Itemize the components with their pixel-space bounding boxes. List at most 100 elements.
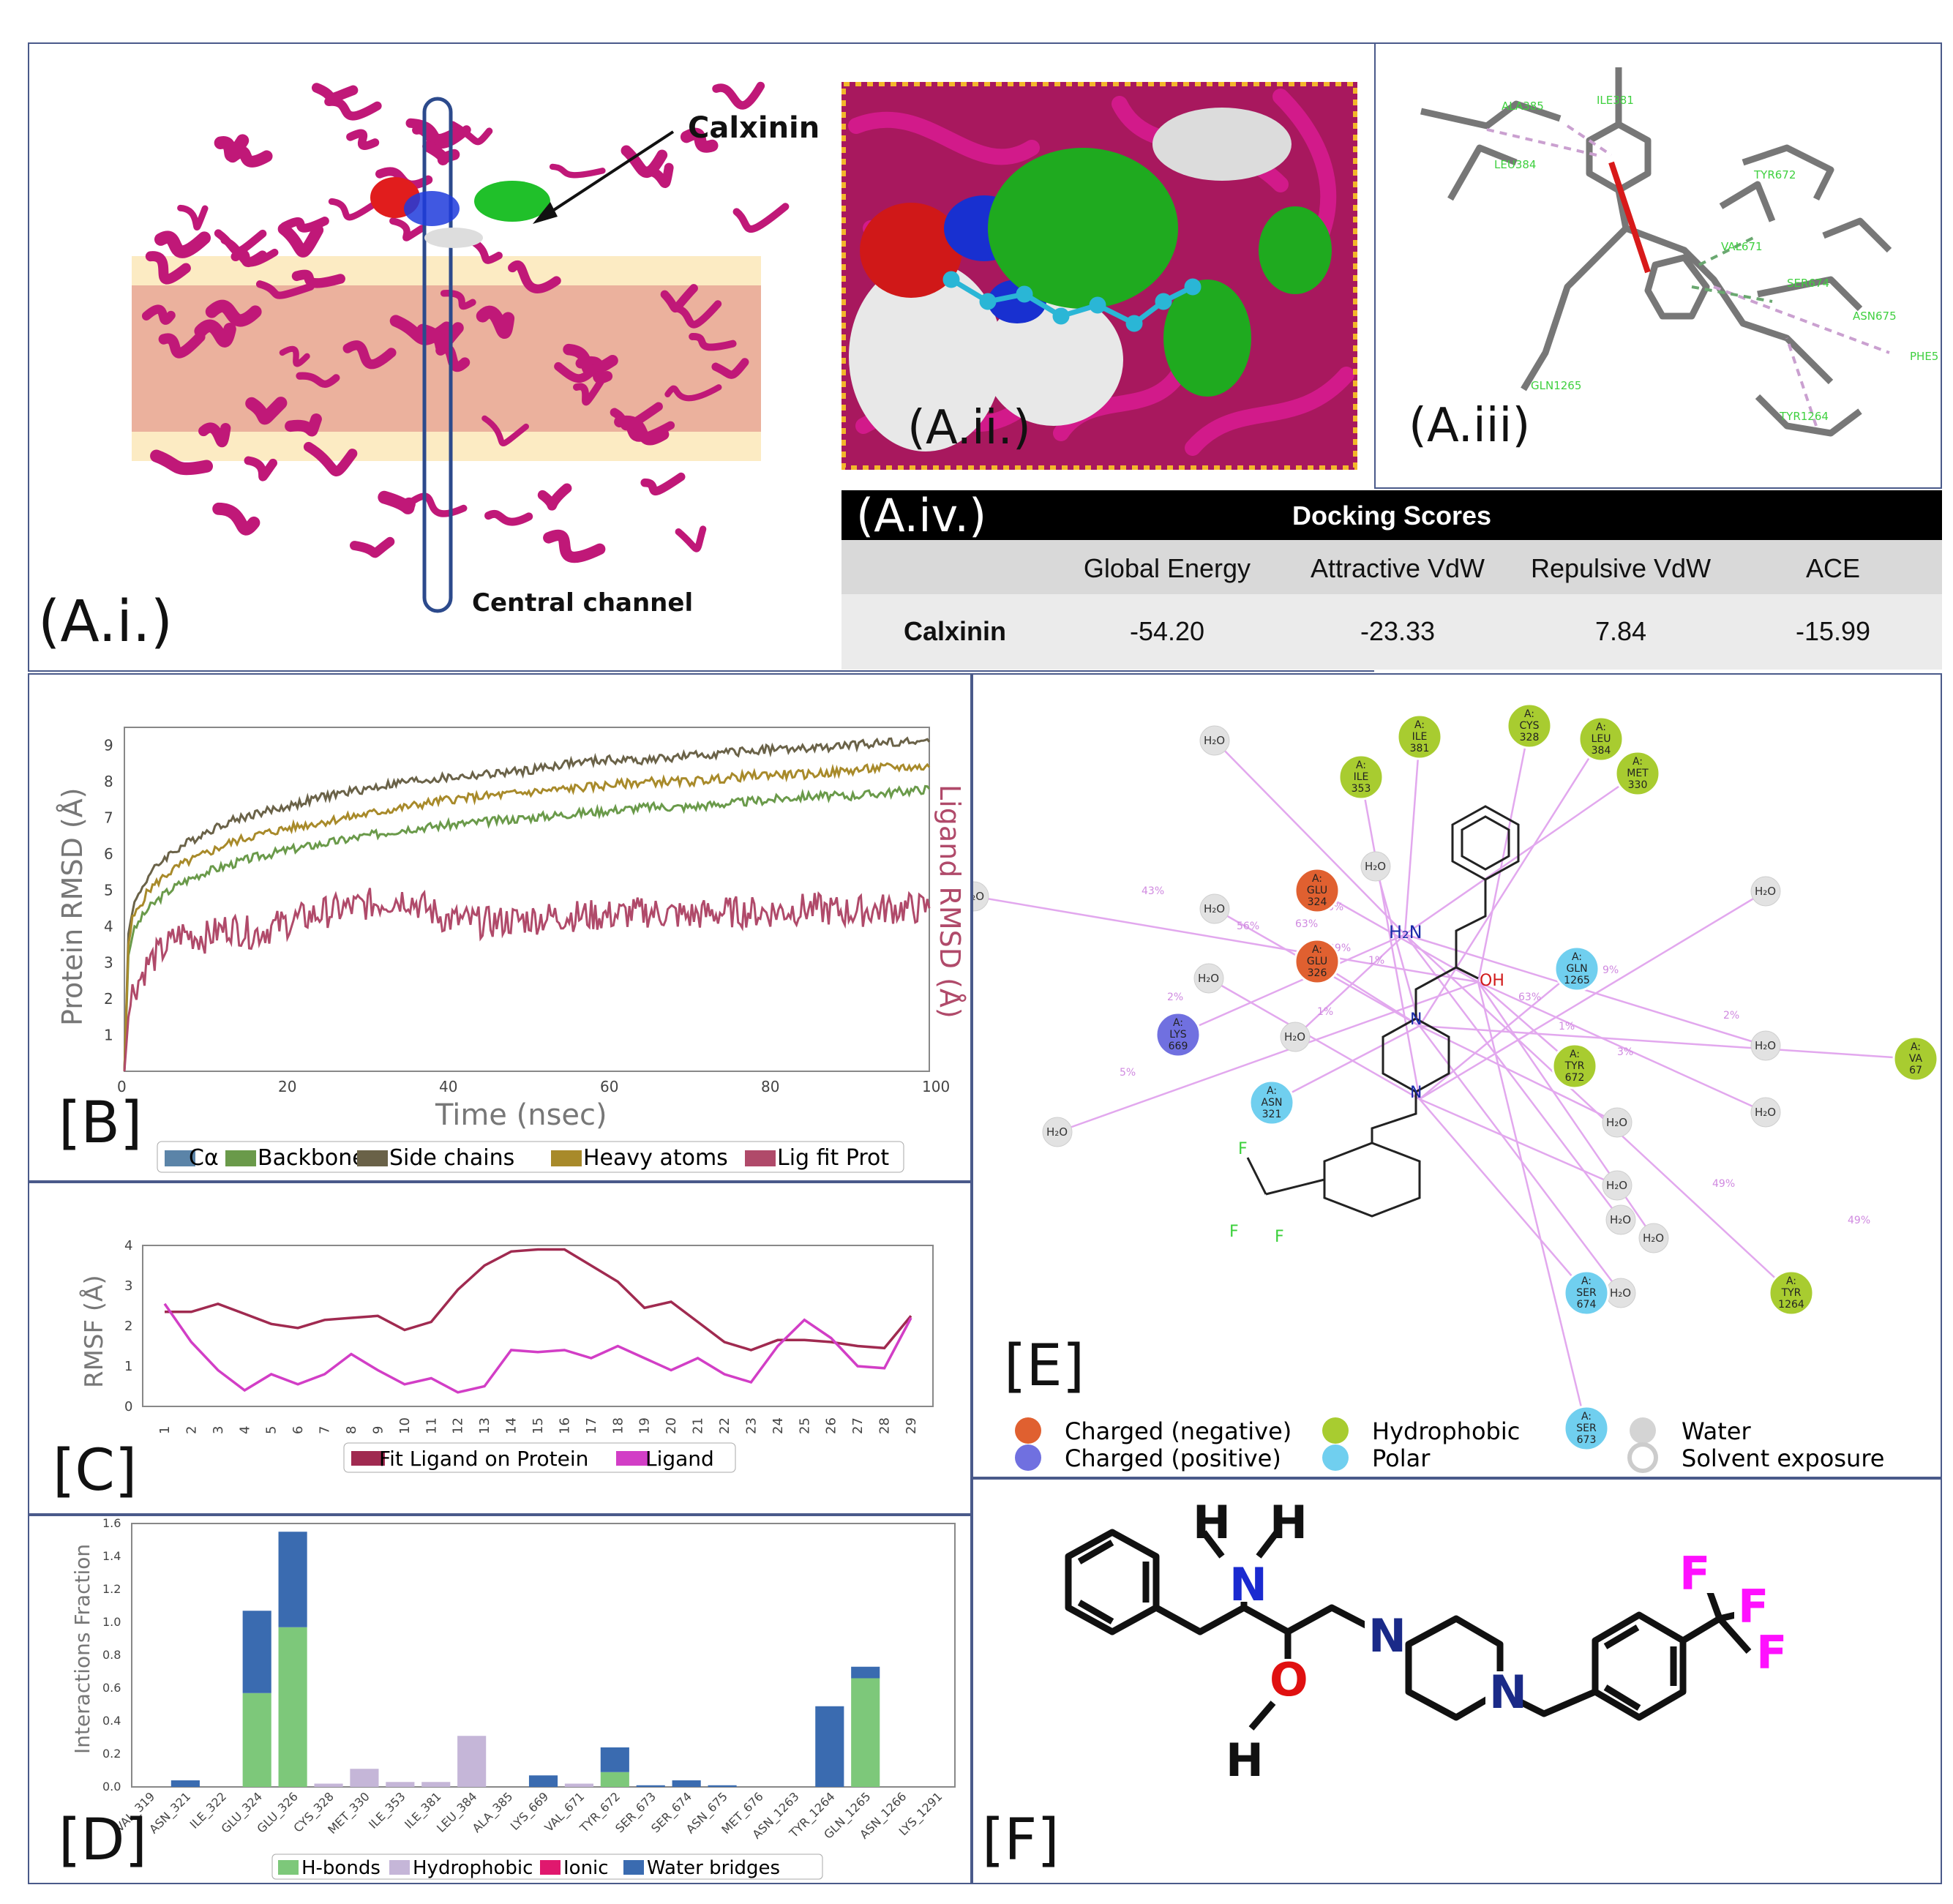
legend-ligand: Ligand [645, 1447, 714, 1471]
interaction-line [973, 895, 1479, 983]
x-tick-label: 1 [157, 1426, 173, 1434]
y-tick-label: 1.0 [102, 1615, 121, 1629]
residue-node [1294, 867, 1341, 914]
water-node [1602, 1107, 1633, 1138]
panel-f-label: [F] [982, 1807, 1060, 1873]
interaction-line [1057, 981, 1479, 1133]
interaction-percent: 1% [1317, 1006, 1333, 1018]
residue-label-ala385: ALA385 [1502, 100, 1544, 113]
legend-fit-ligand: Fit Ligand on Protein [379, 1447, 588, 1471]
panel-e-label: [E] [1004, 1333, 1085, 1399]
atom-h-right: H [1270, 1496, 1308, 1549]
residue-label-ile381: ILE381 [1597, 94, 1634, 107]
interaction-line [1271, 1024, 1420, 1104]
residue-number: 326 [1308, 967, 1327, 979]
calxinin-structure: H H N O H N N F F F [1065, 1496, 1793, 1787]
x-tick-label: 27 [850, 1417, 866, 1434]
bar-water-bridges [708, 1785, 737, 1787]
residue-node [1892, 1035, 1939, 1082]
residue-chain: A: [1633, 756, 1643, 768]
atom-f1: F [1679, 1547, 1710, 1600]
bar-water-bridges [636, 1785, 665, 1787]
residue-name: TYR [1781, 1287, 1802, 1299]
bar-h-bonds [600, 1772, 629, 1787]
residue-node [1294, 938, 1341, 985]
residue-name: MET [1627, 768, 1649, 779]
residue-chain: A: [1581, 1411, 1592, 1423]
col-attractive-vdw: Attractive VdW [1310, 553, 1485, 583]
residue-node [1155, 1011, 1202, 1058]
y-tick-label: 5 [104, 882, 113, 899]
bar-water-bridges [170, 1780, 200, 1787]
residue-name: ILE [1412, 731, 1428, 743]
residue-chain: A: [1312, 873, 1322, 885]
interaction-line [1316, 889, 1479, 983]
residue-name: GLN [1566, 963, 1587, 975]
y-tick-label: 9 [104, 737, 113, 754]
docking-scores-table: (A.iv.) Docking Scores Global Energy Att… [841, 489, 1942, 670]
rmsd-legend: Cα Backbone Side chains Heavy atoms Lig … [157, 1141, 904, 1173]
atom-n-pip2: N [1489, 1665, 1527, 1719]
x-tick-label: 80 [761, 1078, 779, 1095]
water-label: H₂O [1284, 1030, 1305, 1043]
docking-table-header: (A.iv.) Docking Scores [841, 489, 1942, 542]
bar-water-bridges [278, 1532, 307, 1627]
ligand-nh2: H₂N [1389, 922, 1422, 942]
residue-label-tyr672: TYR672 [1753, 168, 1796, 181]
water-node [1360, 851, 1391, 882]
residue-label-tyr1264: TYR1264 [1779, 410, 1829, 423]
bar-h-bonds [851, 1678, 880, 1787]
residue-node [1563, 1270, 1610, 1316]
legend-ionic: Ionic [563, 1857, 609, 1879]
residue-number: 669 [1169, 1041, 1188, 1052]
atom-n-pip1: N [1368, 1609, 1406, 1663]
series-line-heavy-atoms [123, 762, 931, 1072]
x-tick-label: 16 [557, 1417, 572, 1434]
interaction-line [1477, 981, 1766, 1114]
residue-number: 381 [1410, 743, 1430, 754]
y-tick-label: 0.6 [102, 1681, 121, 1695]
atom-f3: F [1756, 1626, 1787, 1679]
residue-label-ser674: SER674 [1787, 277, 1829, 290]
water-label: H₂O [1755, 885, 1776, 898]
x-tick-label: 8 [344, 1426, 359, 1434]
y-tick-label: 1 [104, 1027, 113, 1044]
x-tick-label: 11 [424, 1417, 439, 1434]
interaction-line [1294, 934, 1406, 1038]
residue-chain: A: [1572, 951, 1582, 963]
x-tick-label: 14 [504, 1417, 520, 1434]
bar-water-bridges [528, 1775, 558, 1787]
residue-chain: A: [1596, 722, 1606, 733]
x-tick-label: 20 [664, 1417, 679, 1434]
residue-chain: A: [1173, 1017, 1183, 1029]
water-label: H₂O [1204, 734, 1225, 747]
ligand-n1: N [1410, 1011, 1422, 1029]
legend-solvent-exposure: Solvent exposure [1682, 1444, 1884, 1472]
y-tick-label: 4 [104, 918, 113, 935]
x-tick-label: 18 [610, 1417, 626, 1434]
bar-hydrophobic [350, 1769, 379, 1787]
residue-number: 321 [1262, 1109, 1282, 1120]
residue-number: 384 [1592, 745, 1611, 757]
y-tick-label: 3 [124, 1278, 132, 1294]
residue-chain: A: [1267, 1085, 1277, 1097]
ligand-oh: OH [1480, 972, 1504, 990]
y-tick-label: 0 [124, 1399, 132, 1414]
residue-number: 324 [1308, 896, 1327, 908]
bar-h-bonds [242, 1693, 271, 1787]
x-tick-label: 22 [717, 1417, 732, 1434]
ligand-f1: F [1238, 1140, 1248, 1158]
residue-chain: A: [1581, 1275, 1592, 1287]
residue-node [1768, 1270, 1815, 1316]
residue-chain: A: [1524, 708, 1534, 720]
x-tick-label: 3 [211, 1426, 226, 1434]
x-tick-label: 10 [397, 1417, 413, 1434]
water-label: H₂O [1610, 1213, 1631, 1226]
legend-water-bridges: Water bridges [647, 1857, 780, 1879]
y-tick-label: 0.8 [102, 1648, 121, 1662]
water-label: H₂O [1606, 1179, 1627, 1192]
interaction-percent: 3% [1617, 1046, 1633, 1058]
y-tick-label: 4 [124, 1238, 132, 1253]
interaction-percent: 43% [1142, 885, 1164, 897]
interaction-percent: 2% [1167, 992, 1183, 1003]
